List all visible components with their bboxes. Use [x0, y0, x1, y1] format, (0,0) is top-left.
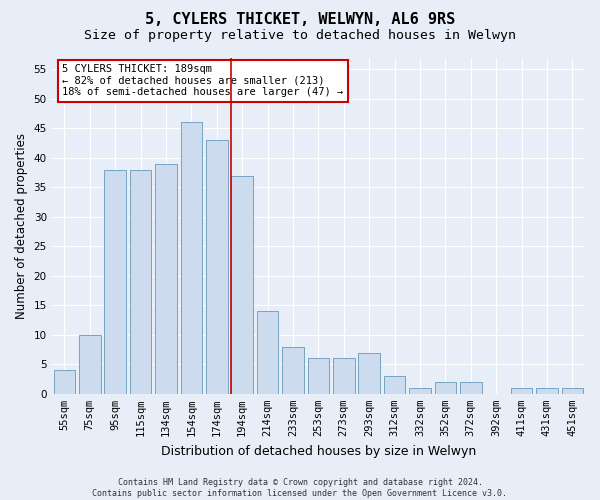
Bar — [562, 388, 583, 394]
Bar — [333, 358, 355, 394]
Text: Contains HM Land Registry data © Crown copyright and database right 2024.
Contai: Contains HM Land Registry data © Crown c… — [92, 478, 508, 498]
Bar — [308, 358, 329, 394]
Bar — [53, 370, 75, 394]
Bar — [257, 311, 278, 394]
Bar — [358, 352, 380, 394]
Text: 5 CYLERS THICKET: 189sqm
← 82% of detached houses are smaller (213)
18% of semi-: 5 CYLERS THICKET: 189sqm ← 82% of detach… — [62, 64, 344, 98]
Bar — [460, 382, 482, 394]
Text: Size of property relative to detached houses in Welwyn: Size of property relative to detached ho… — [84, 29, 516, 42]
Y-axis label: Number of detached properties: Number of detached properties — [15, 132, 28, 318]
Text: 5, CYLERS THICKET, WELWYN, AL6 9RS: 5, CYLERS THICKET, WELWYN, AL6 9RS — [145, 12, 455, 28]
Bar — [130, 170, 151, 394]
Bar — [511, 388, 532, 394]
Bar — [409, 388, 431, 394]
Bar — [206, 140, 227, 394]
Bar — [536, 388, 557, 394]
Bar — [282, 346, 304, 394]
X-axis label: Distribution of detached houses by size in Welwyn: Distribution of detached houses by size … — [161, 444, 476, 458]
Bar — [104, 170, 126, 394]
Bar — [384, 376, 406, 394]
Bar — [155, 164, 177, 394]
Bar — [232, 176, 253, 394]
Bar — [181, 122, 202, 394]
Bar — [434, 382, 456, 394]
Bar — [79, 335, 101, 394]
